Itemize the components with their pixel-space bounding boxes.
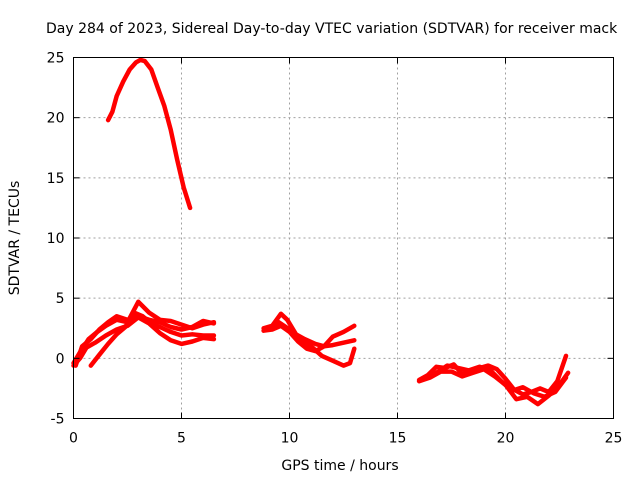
chart-title: Day 284 of 2023, Sidereal Day-to-day VTE… <box>46 21 618 37</box>
series-arc-j <box>423 363 569 400</box>
grid-lines <box>73 57 614 419</box>
series-arc-g <box>265 319 357 368</box>
y-tick-label: -5 <box>51 412 65 428</box>
data-series <box>71 57 571 407</box>
y-tick-label: 20 <box>47 111 65 127</box>
series-arc-f <box>261 323 357 354</box>
series-arc-e <box>261 311 357 349</box>
series-arc-high <box>105 57 193 211</box>
x-tick-label: 15 <box>389 431 407 447</box>
x-axis-label: GPS time / hours <box>281 458 398 474</box>
y-tick-label: 10 <box>47 231 65 247</box>
y-tick-label: 15 <box>47 171 65 187</box>
y-tick-label: 5 <box>56 291 65 307</box>
y-tick-label: 25 <box>47 51 65 67</box>
series-arc-d <box>88 310 217 368</box>
x-tick-label: 25 <box>605 431 623 447</box>
y-tick-label: 0 <box>56 351 65 367</box>
x-tick-label: 5 <box>177 431 186 447</box>
y-axis-label: SDTVAR / TECUs <box>7 181 23 296</box>
x-tick-label: 10 <box>281 431 299 447</box>
x-tick-label: 20 <box>497 431 515 447</box>
x-tick-label: 0 <box>69 431 78 447</box>
